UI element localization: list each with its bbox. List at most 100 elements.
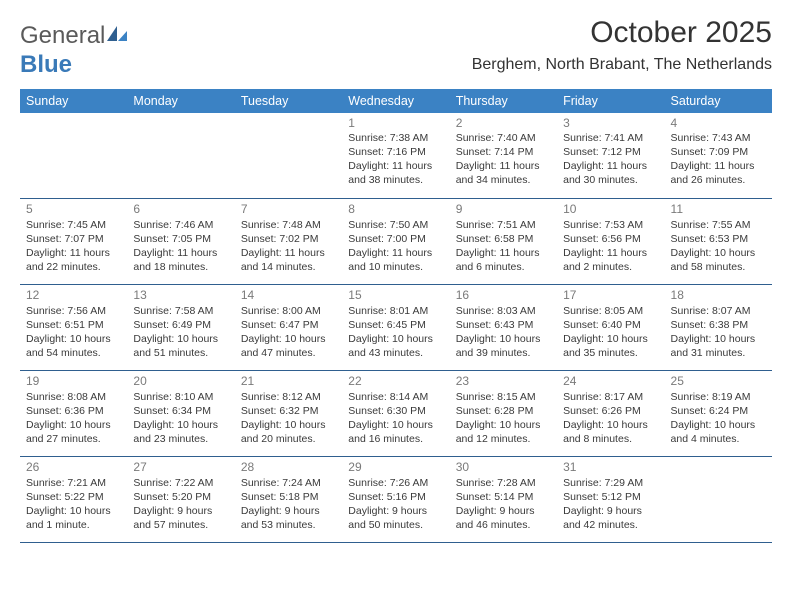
sunrise-text: Sunrise: 7:50 AM	[348, 219, 443, 233]
sunrise-text: Sunrise: 8:05 AM	[563, 305, 658, 319]
logo-sail-icon	[107, 23, 129, 51]
sunrise-text: Sunrise: 8:00 AM	[241, 305, 336, 319]
sunset-text: Sunset: 6:58 PM	[456, 233, 551, 247]
daylight-text: Daylight: 10 hours and 35 minutes.	[563, 333, 658, 361]
daylight-text: Daylight: 10 hours and 31 minutes.	[671, 333, 766, 361]
day-number: 28	[241, 460, 336, 476]
calendar-day-cell: 14Sunrise: 8:00 AMSunset: 6:47 PMDayligh…	[235, 285, 342, 371]
sunset-text: Sunset: 6:43 PM	[456, 319, 551, 333]
daylight-text: Daylight: 11 hours and 14 minutes.	[241, 247, 336, 275]
day-number: 14	[241, 288, 336, 304]
title-block: October 2025 Berghem, North Brabant, The…	[472, 16, 772, 74]
calendar-day-cell: 25Sunrise: 8:19 AMSunset: 6:24 PMDayligh…	[665, 371, 772, 457]
calendar-page: GeneralBlue October 2025 Berghem, North …	[0, 0, 792, 543]
sunrise-text: Sunrise: 7:26 AM	[348, 477, 443, 491]
sunrise-text: Sunrise: 7:24 AM	[241, 477, 336, 491]
calendar-day-cell: 11Sunrise: 7:55 AMSunset: 6:53 PMDayligh…	[665, 199, 772, 285]
sunset-text: Sunset: 5:22 PM	[26, 491, 121, 505]
calendar-day-cell: 17Sunrise: 8:05 AMSunset: 6:40 PMDayligh…	[557, 285, 664, 371]
calendar-day-cell: 27Sunrise: 7:22 AMSunset: 5:20 PMDayligh…	[127, 457, 234, 543]
calendar-day-cell: 30Sunrise: 7:28 AMSunset: 5:14 PMDayligh…	[450, 457, 557, 543]
sunset-text: Sunset: 6:45 PM	[348, 319, 443, 333]
daylight-text: Daylight: 10 hours and 27 minutes.	[26, 419, 121, 447]
day-number: 1	[348, 116, 443, 132]
sunrise-text: Sunrise: 7:40 AM	[456, 132, 551, 146]
daylight-text: Daylight: 10 hours and 54 minutes.	[26, 333, 121, 361]
calendar-week-row: 26Sunrise: 7:21 AMSunset: 5:22 PMDayligh…	[20, 457, 772, 543]
day-header: Sunday	[20, 89, 127, 113]
sunrise-text: Sunrise: 8:19 AM	[671, 391, 766, 405]
day-number: 3	[563, 116, 658, 132]
logo-text: GeneralBlue	[20, 22, 129, 79]
sunset-text: Sunset: 7:05 PM	[133, 233, 228, 247]
daylight-text: Daylight: 10 hours and 16 minutes.	[348, 419, 443, 447]
calendar-day-cell: 1Sunrise: 7:38 AMSunset: 7:16 PMDaylight…	[342, 113, 449, 199]
sunrise-text: Sunrise: 8:01 AM	[348, 305, 443, 319]
daylight-text: Daylight: 11 hours and 26 minutes.	[671, 160, 766, 188]
calendar-day-cell: 20Sunrise: 8:10 AMSunset: 6:34 PMDayligh…	[127, 371, 234, 457]
sunset-text: Sunset: 7:07 PM	[26, 233, 121, 247]
daylight-text: Daylight: 9 hours and 42 minutes.	[563, 505, 658, 533]
calendar-day-cell: 9Sunrise: 7:51 AMSunset: 6:58 PMDaylight…	[450, 199, 557, 285]
sunset-text: Sunset: 6:51 PM	[26, 319, 121, 333]
day-number: 7	[241, 202, 336, 218]
day-number: 10	[563, 202, 658, 218]
sunrise-text: Sunrise: 7:43 AM	[671, 132, 766, 146]
sunset-text: Sunset: 7:02 PM	[241, 233, 336, 247]
daylight-text: Daylight: 11 hours and 38 minutes.	[348, 160, 443, 188]
sunrise-text: Sunrise: 7:53 AM	[563, 219, 658, 233]
sunrise-text: Sunrise: 7:51 AM	[456, 219, 551, 233]
sunset-text: Sunset: 6:34 PM	[133, 405, 228, 419]
sunrise-text: Sunrise: 7:38 AM	[348, 132, 443, 146]
sunset-text: Sunset: 6:28 PM	[456, 405, 551, 419]
sunrise-text: Sunrise: 8:10 AM	[133, 391, 228, 405]
calendar-header: SundayMondayTuesdayWednesdayThursdayFrid…	[20, 89, 772, 113]
sunset-text: Sunset: 6:36 PM	[26, 405, 121, 419]
sunset-text: Sunset: 6:53 PM	[671, 233, 766, 247]
calendar-week-row: 12Sunrise: 7:56 AMSunset: 6:51 PMDayligh…	[20, 285, 772, 371]
calendar-day-cell: 6Sunrise: 7:46 AMSunset: 7:05 PMDaylight…	[127, 199, 234, 285]
calendar-day-cell: 18Sunrise: 8:07 AMSunset: 6:38 PMDayligh…	[665, 285, 772, 371]
day-number: 30	[456, 460, 551, 476]
logo-text-general: General	[20, 22, 105, 49]
calendar-empty-cell	[665, 457, 772, 543]
calendar-day-cell: 21Sunrise: 8:12 AMSunset: 6:32 PMDayligh…	[235, 371, 342, 457]
daylight-text: Daylight: 10 hours and 1 minute.	[26, 505, 121, 533]
sunset-text: Sunset: 6:38 PM	[671, 319, 766, 333]
sunrise-text: Sunrise: 7:46 AM	[133, 219, 228, 233]
daylight-text: Daylight: 11 hours and 18 minutes.	[133, 247, 228, 275]
sunrise-text: Sunrise: 7:41 AM	[563, 132, 658, 146]
calendar-week-row: 1Sunrise: 7:38 AMSunset: 7:16 PMDaylight…	[20, 113, 772, 199]
daylight-text: Daylight: 9 hours and 57 minutes.	[133, 505, 228, 533]
sunrise-text: Sunrise: 7:21 AM	[26, 477, 121, 491]
daylight-text: Daylight: 11 hours and 22 minutes.	[26, 247, 121, 275]
day-number: 15	[348, 288, 443, 304]
day-number: 17	[563, 288, 658, 304]
day-number: 26	[26, 460, 121, 476]
calendar-day-cell: 4Sunrise: 7:43 AMSunset: 7:09 PMDaylight…	[665, 113, 772, 199]
calendar-day-cell: 5Sunrise: 7:45 AMSunset: 7:07 PMDaylight…	[20, 199, 127, 285]
day-number: 23	[456, 374, 551, 390]
day-header: Saturday	[665, 89, 772, 113]
month-title: October 2025	[472, 16, 772, 50]
sunset-text: Sunset: 5:16 PM	[348, 491, 443, 505]
sunrise-text: Sunrise: 8:12 AM	[241, 391, 336, 405]
sunrise-text: Sunrise: 8:03 AM	[456, 305, 551, 319]
day-number: 22	[348, 374, 443, 390]
sunrise-text: Sunrise: 8:15 AM	[456, 391, 551, 405]
daylight-text: Daylight: 10 hours and 8 minutes.	[563, 419, 658, 447]
daylight-text: Daylight: 11 hours and 30 minutes.	[563, 160, 658, 188]
calendar-body: 1Sunrise: 7:38 AMSunset: 7:16 PMDaylight…	[20, 113, 772, 543]
sunset-text: Sunset: 5:12 PM	[563, 491, 658, 505]
day-number: 29	[348, 460, 443, 476]
header-row: GeneralBlue October 2025 Berghem, North …	[20, 16, 772, 79]
day-number: 4	[671, 116, 766, 132]
day-number: 18	[671, 288, 766, 304]
daylight-text: Daylight: 10 hours and 20 minutes.	[241, 419, 336, 447]
daylight-text: Daylight: 10 hours and 51 minutes.	[133, 333, 228, 361]
sunrise-text: Sunrise: 8:14 AM	[348, 391, 443, 405]
calendar-day-cell: 2Sunrise: 7:40 AMSunset: 7:14 PMDaylight…	[450, 113, 557, 199]
sunset-text: Sunset: 6:47 PM	[241, 319, 336, 333]
sunrise-text: Sunrise: 7:55 AM	[671, 219, 766, 233]
day-number: 9	[456, 202, 551, 218]
